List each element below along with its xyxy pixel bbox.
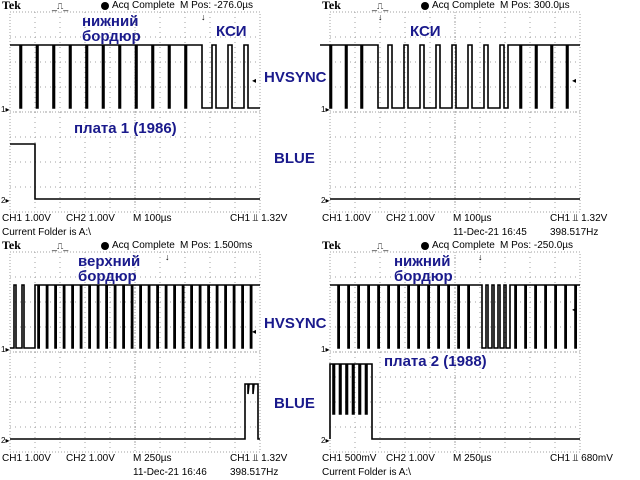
trigger-level-marker: ◂: [572, 76, 576, 85]
trigger-level: CH1 ⫫ 1.32V: [230, 213, 288, 224]
m-pos: M Pos: -276.0µs: [180, 0, 254, 11]
trigger-pulse-icon: _⎍_: [52, 241, 69, 251]
timebase: M 100µs: [453, 213, 492, 224]
annotation-label: плата 1 (1986): [74, 120, 177, 137]
ch2-scale: CH2 1.00V: [66, 453, 115, 464]
trigger-position-marker: ↓: [165, 252, 170, 262]
m-pos: M Pos: 300.0µs: [500, 0, 570, 11]
brand-logo: Tek: [2, 238, 21, 252]
scope-panel-3: Tek _⎍_ Acq Complete M Pos: 1.500ms 1▸ 2▸…: [0, 238, 327, 480]
annotation-label: HVSYNC: [264, 69, 327, 86]
trigger-level: CH1 ⫫ 1.32V: [230, 453, 288, 464]
ch1-scale: CH1 1.00V: [2, 453, 51, 464]
ch2-marker: 2▸: [1, 196, 9, 205]
annotation-label: КСИ: [410, 23, 441, 40]
ch1-trace: [330, 284, 580, 349]
waveform-display: 1▸ 2▸ ↓ ◂: [1, 11, 261, 213]
annotation-label: BLUE: [274, 395, 315, 412]
ch2-scale: CH2 1.00V: [386, 213, 435, 224]
trigger-position-marker: ↓: [201, 12, 206, 22]
annotation-label: HVSYNC: [264, 315, 327, 332]
current-folder: Current Folder is A:\: [2, 227, 91, 238]
ch1-marker: 1▸: [1, 345, 9, 354]
waveform-display: 1▸ 2▸ ↓ ◂: [320, 11, 581, 213]
status-bar: Tek _⎍_ Acq Complete M Pos: 1.500ms: [0, 238, 320, 252]
trigger-level-marker: ◂: [572, 305, 576, 314]
ch1-scale: CH1 1.00V: [2, 213, 51, 224]
ch1-trace: [10, 44, 260, 109]
acq-status: Acq Complete: [432, 240, 495, 251]
trigger-pulse-icon: _⎍_: [372, 1, 389, 11]
acq-status-icon: [101, 2, 109, 10]
trigger-level: CH1 ⫫ 1.32V: [550, 213, 608, 224]
acq-status: Acq Complete: [432, 0, 495, 11]
acq-status-icon: [421, 242, 429, 250]
ch2-marker: 2▸: [321, 436, 329, 445]
m-pos: M Pos: 1.500ms: [180, 240, 253, 251]
annotation-label: верхний бордюр: [78, 253, 141, 285]
annotation-label: КСИ: [216, 23, 247, 40]
frequency: 398.517Hz: [230, 467, 279, 478]
brand-logo: Tek: [322, 0, 341, 12]
acq-status: Acq Complete: [112, 0, 175, 11]
acq-status-icon: [421, 2, 429, 10]
annotation-label: нижний бордюр: [394, 253, 453, 285]
current-folder: Current Folder is A:\: [322, 467, 411, 478]
trigger-position-marker: ↓: [378, 12, 383, 22]
annotation-label: BLUE: [274, 150, 315, 167]
acq-status-icon: [101, 242, 109, 250]
ch2-trace: [10, 383, 260, 440]
ch1-marker: 1▸: [321, 105, 329, 114]
trigger-pulse-icon: _⎍_: [52, 1, 69, 11]
ch2-trace: [10, 143, 260, 200]
ch1-trace: [320, 44, 580, 109]
waveform-display: 1▸ 2▸ ↓ ◂: [321, 251, 581, 453]
annotation-label: плата 2 (1988): [384, 353, 487, 370]
brand-logo: Tek: [2, 0, 21, 12]
trigger-pulse-icon: _⎍_: [372, 241, 389, 251]
status-bar: Tek _⎍_ Acq Complete M Pos: 300.0µs: [320, 0, 640, 12]
timebase: M 250µs: [453, 453, 492, 464]
scope-panel-4: Tek _⎍_ Acq Complete M Pos: -250.0µs 1▸ 2…: [320, 238, 640, 480]
trigger-level-marker: ◂: [252, 327, 256, 336]
waveform-display: 1▸ 2▸ ↓ ◂: [1, 251, 261, 453]
ch2-scale: CH2 1.00V: [66, 213, 115, 224]
scope-panel-1: Tek _⎍_ Acq Complete M Pos: -276.0µs 1▸ 2…: [0, 0, 327, 240]
timebase: M 250µs: [133, 453, 172, 464]
date-time: 11-Dec-21 16:45: [453, 227, 527, 238]
m-pos: M Pos: -250.0µs: [500, 240, 574, 251]
ch1-scale: CH1 1.00V: [322, 213, 371, 224]
trigger-position-marker: ↓: [478, 252, 483, 262]
trigger-level-marker: ◂: [252, 76, 256, 85]
ch2-trace: [329, 363, 580, 440]
timebase: M 100µs: [133, 213, 172, 224]
ch1-scale: CH1 500mV: [322, 453, 377, 464]
scope-panel-2: Tek _⎍_ Acq Complete M Pos: 300.0µs 1▸ 2▸…: [320, 0, 640, 240]
ch1-trace: [10, 284, 260, 349]
brand-logo: Tek: [322, 238, 341, 252]
ch2-scale: CH2 1.00V: [386, 453, 435, 464]
ch1-marker: 1▸: [1, 105, 9, 114]
acq-status: Acq Complete: [112, 240, 175, 251]
ch2-marker: 2▸: [1, 436, 9, 445]
status-bar: Tek _⎍_ Acq Complete M Pos: -250.0µs: [320, 238, 640, 252]
ch2-marker: 2▸: [321, 196, 329, 205]
frequency: 398.517Hz: [550, 227, 599, 238]
annotation-label: нижний бордюр: [82, 13, 141, 45]
date-time: 11-Dec-21 16:46: [133, 467, 207, 478]
status-bar: Tek _⎍_ Acq Complete M Pos: -276.0µs: [0, 0, 320, 12]
trigger-level: CH1 ⫫ 680mV: [550, 453, 613, 464]
ch1-marker: 1▸: [321, 345, 329, 354]
